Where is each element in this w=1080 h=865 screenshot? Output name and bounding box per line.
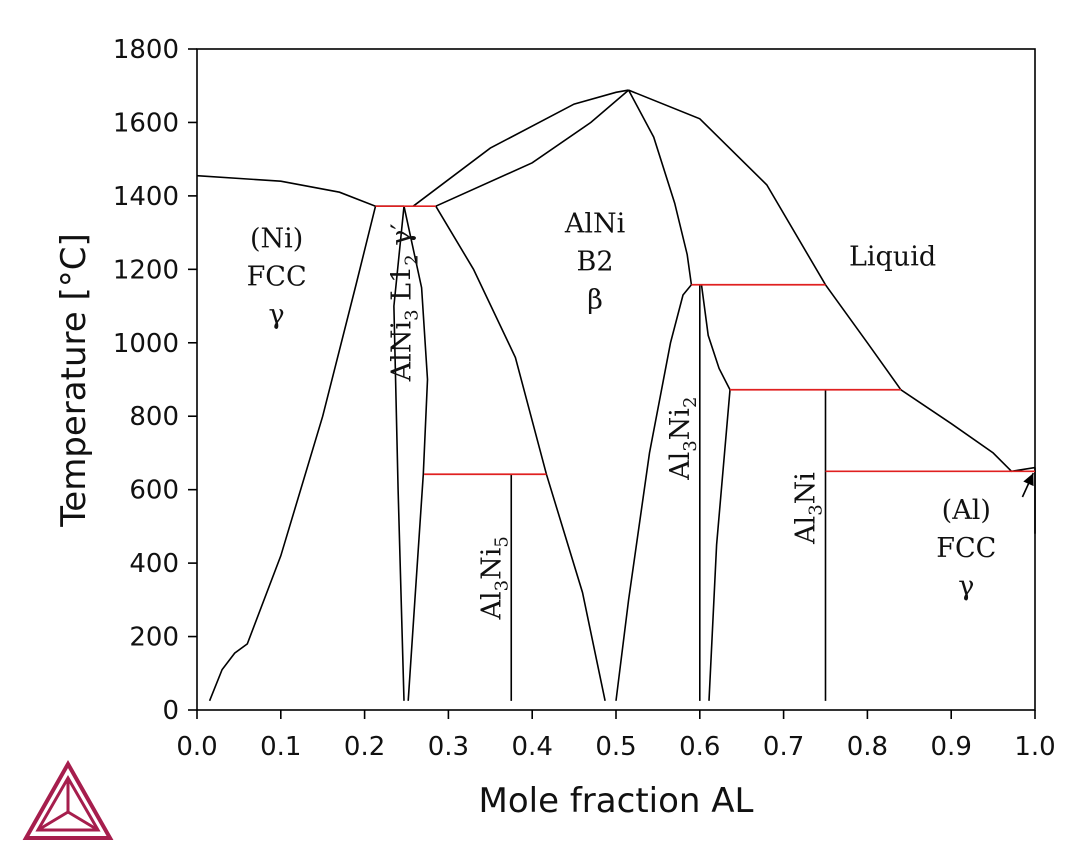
phase-boundary: [615, 284, 693, 701]
phase-label: FCC: [247, 261, 307, 292]
x-tick-label: 0.2: [344, 732, 385, 762]
compound-label-part: Ni: [791, 472, 822, 505]
x-tick-label: 1.0: [1014, 732, 1055, 762]
phase-boundary: [403, 206, 429, 701]
x-tick-label: 0.1: [260, 732, 301, 762]
compound-label-part: Al: [476, 591, 507, 620]
compound-label-part: AlNi: [387, 321, 418, 383]
phase-label: FCC: [936, 533, 996, 564]
phase-label: (Al): [942, 495, 991, 526]
compound-label-part: Ni: [476, 547, 507, 580]
phase-label: Liquid: [849, 242, 936, 273]
compound-label: Al3Ni5: [476, 536, 512, 620]
phase-label: γ: [958, 571, 974, 602]
y-tick-label: 0: [162, 696, 179, 726]
phase-boundary: [208, 206, 377, 702]
x-tick-label: 0.7: [763, 732, 804, 762]
phase-label: β: [587, 285, 603, 316]
y-tick-label: 1400: [113, 182, 179, 212]
compound-label-part: 5: [491, 536, 512, 547]
phase-label: (Ni): [250, 223, 303, 254]
x-axis-title: Mole fraction AL: [479, 781, 754, 821]
x-tick-label: 0.4: [512, 732, 553, 762]
y-tick-label: 1200: [113, 255, 179, 285]
compound-label-part: L1: [387, 266, 418, 310]
y-tick-label: 800: [129, 402, 179, 432]
compound-label: AlNi3 L12 γ′: [387, 223, 423, 382]
x-tick-label: 0.9: [931, 732, 972, 762]
compound-label-part: 3: [402, 309, 423, 320]
compound-label-part: 3: [680, 440, 701, 451]
phase-boundary: [700, 284, 731, 391]
phase-boundary: [196, 174, 404, 207]
compound-label-part: 2: [680, 397, 701, 408]
y-tick-label: 400: [129, 549, 179, 579]
compound-label: Al3Ni2: [665, 397, 701, 481]
y-tick-label: 200: [129, 623, 179, 653]
y-tick-label: 1800: [113, 35, 179, 65]
arrow-head: [1023, 473, 1034, 487]
compound-label-part: 3: [806, 504, 827, 515]
compound-label-part: Al: [665, 452, 696, 481]
compound-label-part: Al: [791, 516, 822, 545]
compound-label-part: Ni: [665, 408, 696, 441]
compound-label: Al3Ni: [791, 472, 827, 545]
phase-label: AlNi: [564, 209, 626, 240]
phase-boundaries: [196, 89, 1036, 702]
y-tick-label: 600: [129, 476, 179, 506]
x-tick-label: 0.5: [595, 732, 636, 762]
x-tick-label: 0.3: [428, 732, 469, 762]
y-axis-title: Temperature [°C]: [54, 233, 94, 527]
phase-boundary: [708, 389, 731, 701]
phase-boundary: [435, 89, 630, 207]
compound-label-part: 2: [402, 254, 423, 265]
y-tick-label: 1600: [113, 108, 179, 138]
thermo-calc-logo: [22, 759, 114, 840]
compound-label-part: 3: [491, 580, 512, 591]
phase-boundary: [627, 89, 693, 285]
phase-boundary: [393, 206, 405, 701]
x-tick-label: 0.8: [847, 732, 888, 762]
x-tick-label: 0.6: [679, 732, 720, 762]
phase-label: γ: [269, 299, 285, 330]
x-tick-label: 0.0: [176, 732, 217, 762]
phase-label: B2: [577, 247, 614, 278]
plot-frame: [196, 48, 1036, 711]
phase-boundary: [628, 89, 1036, 473]
y-tick-label: 1000: [113, 329, 179, 359]
phase-boundary: [435, 205, 606, 701]
compound-label-part: γ′: [387, 223, 418, 254]
phase-boundary: [412, 89, 629, 207]
axis-ticks: 0.0 0.1 0.2 0.3 0.4 0.5 0.6 0.7 0.8 0.9 1.0 0 200 400…: [113, 35, 1056, 762]
